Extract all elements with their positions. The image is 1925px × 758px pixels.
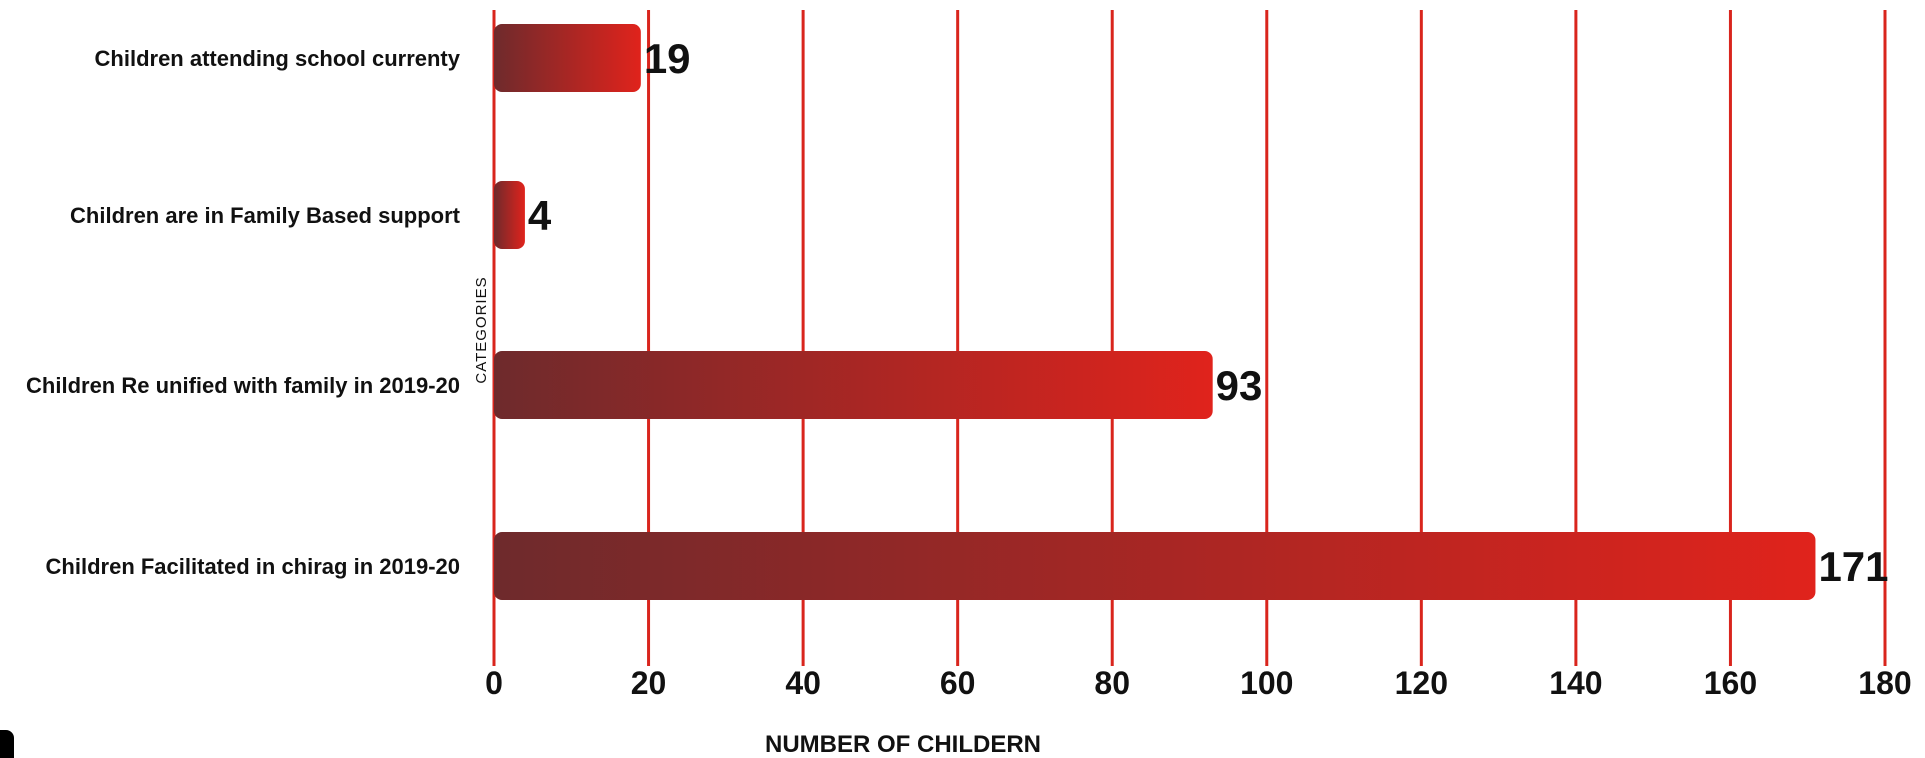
x-tick-label: 180 [1858, 665, 1911, 701]
x-tick-labels: 0 20 40 60 80 100 120 140 160 180 [485, 665, 1912, 701]
y-axis-title: CATEGORIES [473, 276, 490, 383]
bar [494, 181, 525, 249]
data-label: 171 [1818, 543, 1888, 590]
category-label: Children Facilitated in chirag in 2019-2… [46, 554, 460, 579]
x-tick-label: 120 [1395, 665, 1448, 701]
x-tick-label: 60 [940, 665, 976, 701]
category-labels: Children attending school currenty Childr… [26, 46, 461, 579]
bar [494, 532, 1816, 600]
data-label: 19 [644, 35, 691, 82]
x-tick-label: 160 [1704, 665, 1757, 701]
bar [494, 24, 641, 92]
value-labels: 19 4 93 171 [528, 35, 1889, 590]
bar [494, 351, 1213, 419]
category-label: Children Re unified with family in 2019-… [26, 373, 460, 398]
category-label: Children attending school currenty [95, 46, 461, 71]
x-tick-label: 140 [1549, 665, 1602, 701]
x-tick-label: 80 [1094, 665, 1130, 701]
x-tick-label: 20 [631, 665, 667, 701]
category-label: Children are in Family Based support [70, 203, 461, 228]
gridlines [492, 10, 1887, 666]
data-label: 4 [528, 192, 552, 239]
bars [494, 24, 1816, 600]
x-tick-label: 40 [785, 665, 821, 701]
corner-mark [0, 730, 14, 758]
x-tick-label: 0 [485, 665, 503, 701]
x-tick-label: 100 [1240, 665, 1293, 701]
data-label: 93 [1216, 362, 1263, 409]
x-axis-title: NUMBER OF CHILDERN [765, 731, 1041, 754]
